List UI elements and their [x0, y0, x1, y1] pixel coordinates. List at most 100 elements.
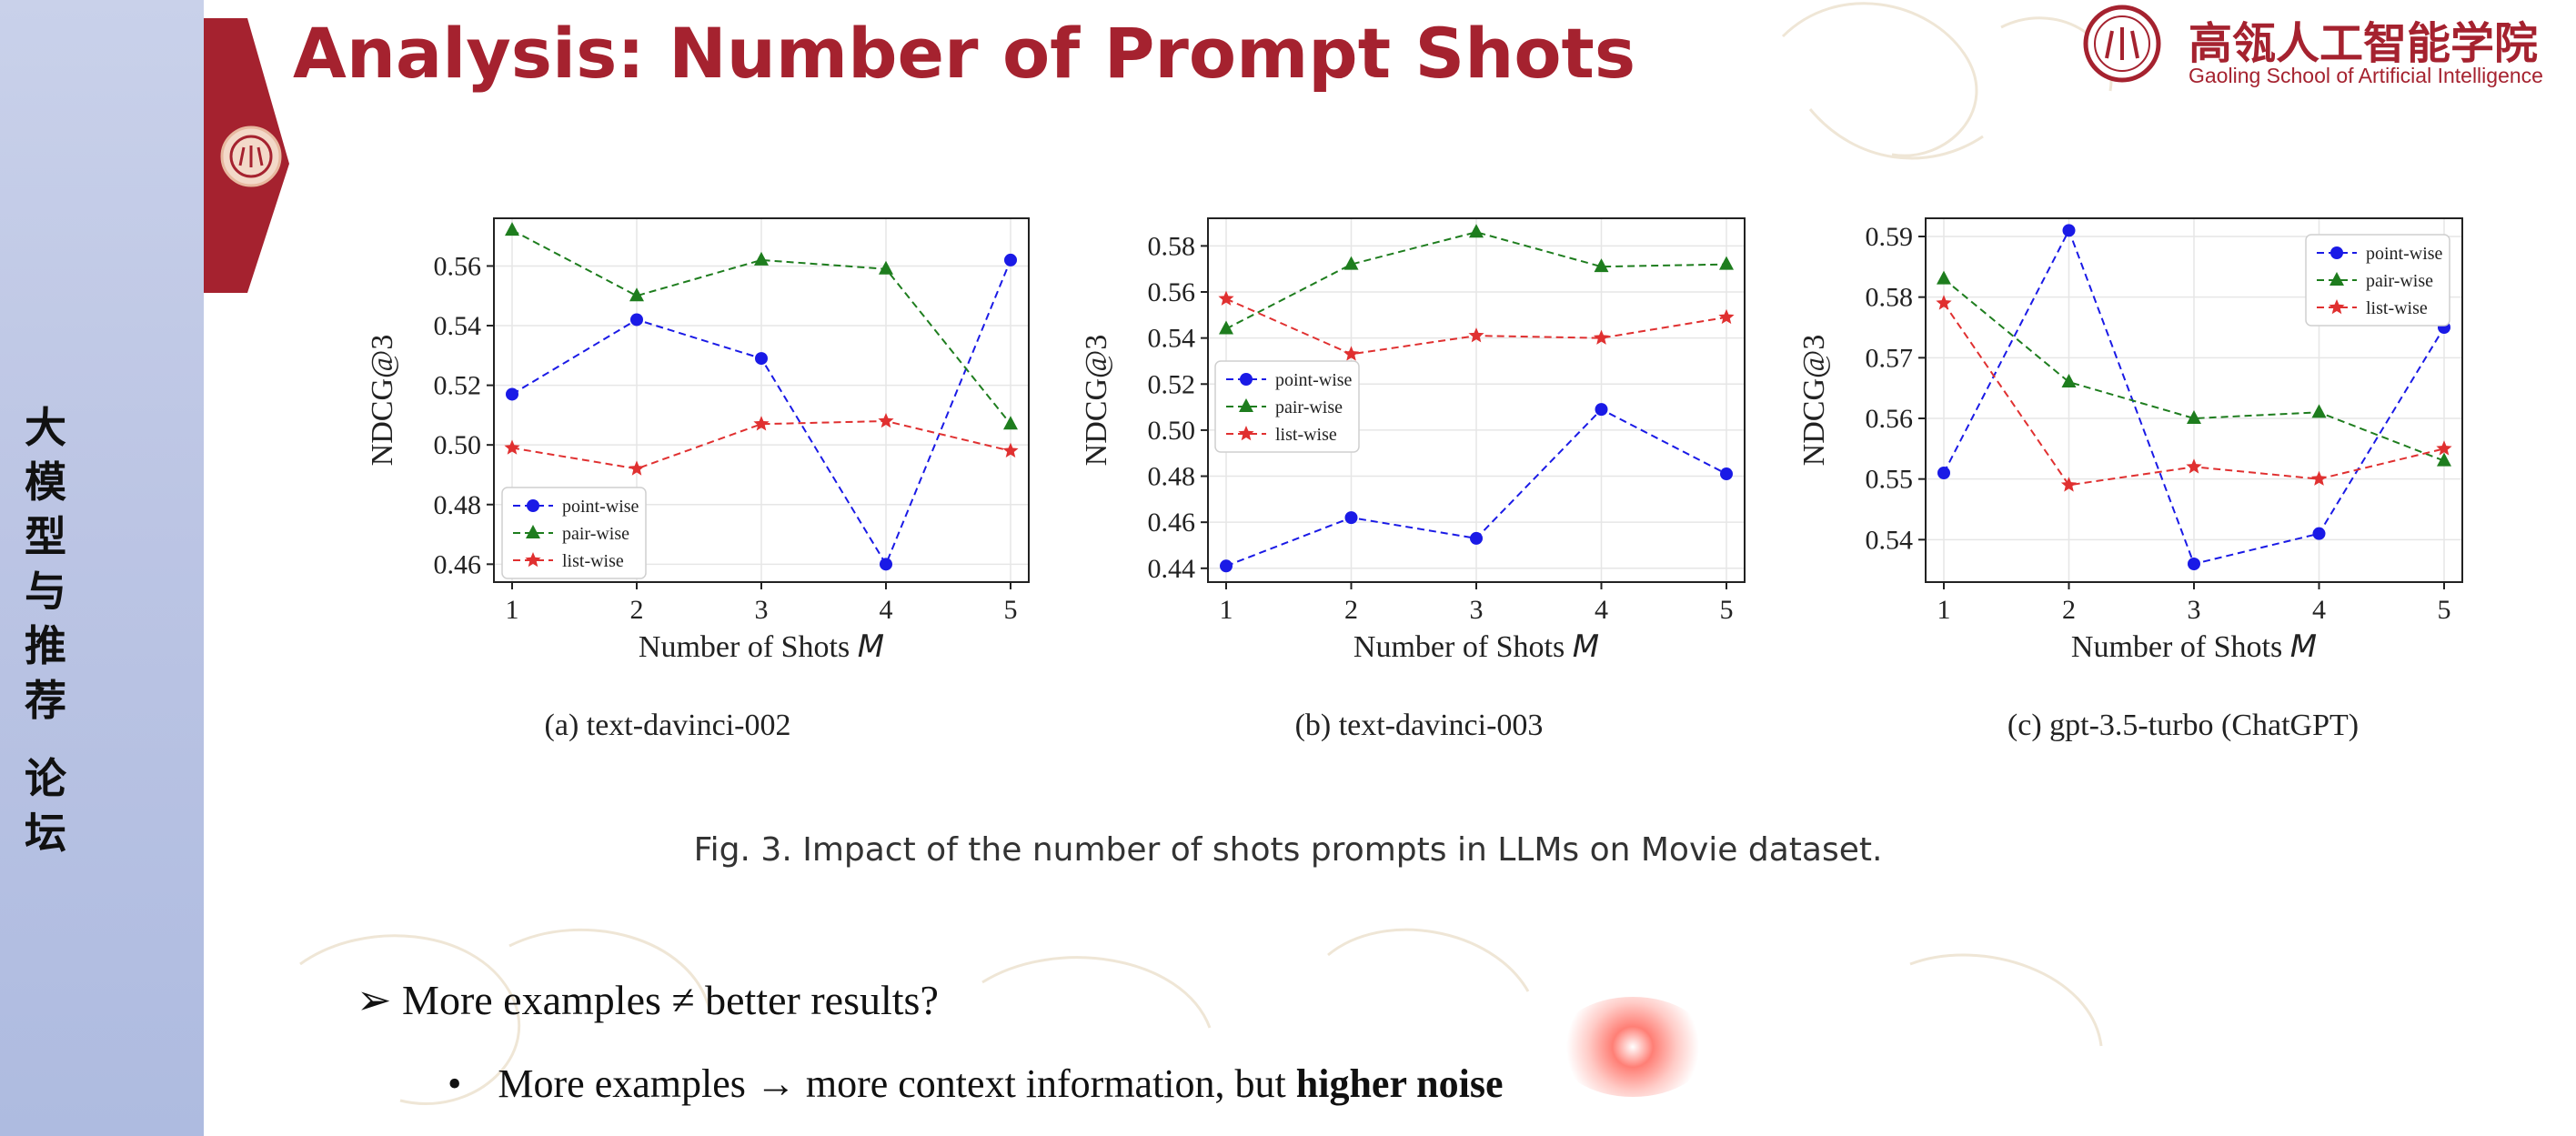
- y-axis-label: NDCG@3: [1797, 335, 1831, 467]
- x-axis-label-variable: M: [858, 628, 884, 665]
- y-tick-label: 0.46: [434, 549, 482, 579]
- data-point: [880, 558, 892, 571]
- data-point: [1219, 320, 1233, 335]
- x-tick-label: 3: [755, 595, 769, 625]
- x-tick-label: 4: [1595, 595, 1608, 625]
- y-tick-label: 0.52: [434, 371, 482, 401]
- y-tick-label: 0.59: [1866, 222, 1914, 252]
- figure-caption: Fig. 3. Impact of the number of shots pr…: [693, 831, 1883, 869]
- x-tick-label: 4: [2312, 595, 2326, 625]
- series-line: [1943, 277, 2445, 462]
- data-point: [2436, 440, 2452, 456]
- data-point: [879, 260, 893, 275]
- legend-entry: pair-wise: [2366, 271, 2433, 291]
- x-tick-label: 3: [1470, 595, 1484, 625]
- series-list-wise: [1936, 295, 2452, 492]
- data-point: [1594, 258, 1609, 273]
- y-axis-label: NDCG@3: [1080, 335, 1113, 467]
- dot-bullet-icon: •: [448, 1061, 462, 1106]
- legend-entry: pair-wise: [1275, 397, 1343, 417]
- y-tick-label: 0.56: [1148, 277, 1196, 307]
- y-tick-label: 0.54: [1866, 525, 1914, 555]
- data-point: [1344, 511, 1358, 525]
- bullet-emphasis: higher noise: [1295, 1061, 1504, 1106]
- x-tick-label: 1: [1220, 595, 1233, 625]
- data-point: [2186, 458, 2202, 474]
- data-point: [2330, 246, 2343, 259]
- y-tick-label: 0.56: [1866, 404, 1914, 434]
- data-point: [2311, 404, 2327, 418]
- seal-icon: [220, 126, 282, 187]
- series-pair-wise: [505, 222, 1018, 430]
- series-line: [511, 419, 1011, 470]
- data-point: [1470, 531, 1483, 545]
- chart-subtitle: (a) text-davinci-002: [545, 709, 791, 742]
- data-point: [525, 552, 541, 568]
- bullet-text: More examples ≠ better results?: [402, 977, 939, 1023]
- chart-panel: 0.44 0.46 0.48 0.50 0.52 0.54 0.56 0.58 1 2 3 4 5 Num…: [1080, 217, 1746, 742]
- data-point: [1937, 270, 1951, 285]
- data-point: [1239, 398, 1253, 412]
- y-tick-label: 0.56: [434, 251, 482, 281]
- chart-subtitle: (b) text-davinci-003: [1295, 709, 1544, 742]
- series-list-wise: [1218, 290, 1735, 361]
- data-point: [755, 352, 768, 366]
- data-point: [753, 416, 770, 431]
- data-point: [2437, 452, 2451, 467]
- data-point: [1343, 346, 1360, 361]
- legend-entry: point-wise: [1275, 370, 1353, 390]
- school-subtitle: Gaoling School of Artificial Intelligenc…: [2189, 64, 2543, 87]
- series-line: [1225, 231, 1727, 330]
- legend-entry: list-wise: [562, 551, 624, 571]
- data-point: [629, 287, 644, 302]
- y-tick-label: 0.55: [1866, 465, 1914, 495]
- data-point: [1468, 327, 1484, 343]
- sidebar-char: 荐: [25, 676, 66, 725]
- data-point: [1003, 416, 1018, 430]
- legend-box: [2305, 234, 2450, 327]
- y-tick-label: 0.50: [1148, 416, 1196, 446]
- x-tick-label: 5: [1720, 595, 1734, 625]
- data-point: [506, 387, 518, 401]
- series-point-wise: [1220, 403, 1733, 573]
- chart-subtitle: (c) gpt-3.5-turbo (ChatGPT): [2007, 709, 2359, 742]
- y-tick-label: 0.48: [1148, 462, 1196, 492]
- data-point: [629, 460, 645, 476]
- x-axis-label: Number of Shots M: [2071, 628, 2317, 665]
- x-tick-label: 2: [2062, 595, 2076, 625]
- data-point: [1220, 559, 1233, 573]
- data-point: [2061, 374, 2077, 387]
- y-tick-label: 0.58: [1148, 231, 1196, 261]
- legend-box: [1214, 360, 1360, 453]
- data-point: [630, 313, 643, 327]
- data-point: [2187, 410, 2201, 424]
- data-point: [2312, 527, 2326, 540]
- x-tick-label: 5: [2438, 595, 2451, 625]
- series-list-wise: [504, 413, 1019, 476]
- chart-panel: 0.54 0.55 0.56 0.57 0.58 0.59 1 2 3 4 5 Number of S…: [1797, 217, 2463, 742]
- sidebar: 大 模 型 与 推 荐 论 坛: [0, 0, 204, 1136]
- data-point: [1595, 403, 1608, 417]
- sidebar-char: 型: [25, 512, 66, 561]
- bullet-detail: • More examples → more context informatio…: [448, 1061, 1504, 1107]
- data-point: [754, 251, 769, 266]
- y-tick-label: 0.58: [1866, 283, 1914, 313]
- data-point: [2060, 477, 2078, 492]
- bullet-question: ➢ More examples ≠ better results?: [357, 975, 939, 1024]
- slide-title: Analysis: Number of Prompt Shots: [293, 13, 1636, 94]
- data-point: [504, 439, 520, 455]
- legend-entry: list-wise: [1275, 425, 1337, 445]
- x-axis-label-text: Number of Shots: [2071, 630, 2290, 664]
- series-pair-wise: [1937, 270, 2451, 467]
- y-axis-label: NDCG@3: [366, 335, 399, 467]
- data-point: [1720, 467, 1733, 481]
- legend-entry: point-wise: [562, 497, 639, 517]
- data-point: [505, 222, 519, 236]
- x-tick-label: 5: [1004, 595, 1018, 625]
- legend: point-wise pair-wise list-wise: [2305, 234, 2450, 327]
- y-tick-label: 0.48: [434, 490, 482, 520]
- sidebar-char: 与: [25, 567, 66, 616]
- x-tick-label: 2: [1344, 595, 1358, 625]
- data-point: [1004, 253, 1017, 266]
